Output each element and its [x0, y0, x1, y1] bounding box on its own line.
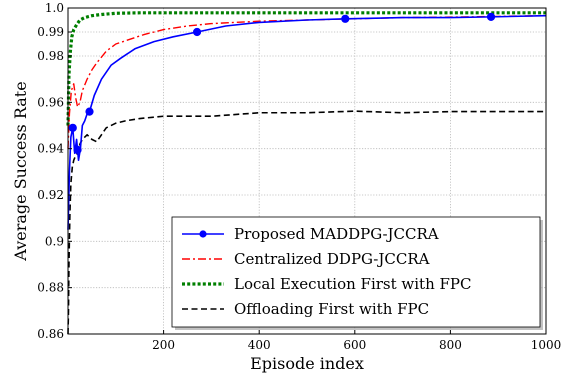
legend-label: Proposed MADDPG-JCCRA: [234, 225, 439, 243]
y-tick-label: 1.0: [45, 1, 64, 15]
series-marker: [342, 15, 349, 22]
x-axis-label: Episode index: [250, 354, 364, 373]
x-tick-label: 1000: [531, 338, 562, 352]
x-tick-label: 200: [152, 338, 175, 352]
legend-label: Centralized DDPG-JCCRA: [234, 250, 430, 268]
y-tick-label: 0.88: [37, 281, 64, 295]
series-marker: [74, 146, 81, 153]
y-tick-label: 0.86: [37, 327, 64, 341]
y-axis-label: Average Success Rate: [11, 81, 30, 261]
y-tick-label: 0.92: [37, 188, 64, 202]
legend-label: Local Execution First with FPC: [234, 275, 471, 293]
x-tick-label: 800: [439, 338, 462, 352]
legend-label: Offloading First with FPC: [234, 300, 429, 318]
legend-marker: [199, 230, 206, 237]
y-tick-label: 0.96: [37, 95, 64, 109]
series-marker: [69, 124, 76, 131]
y-tick-label: 0.94: [37, 142, 64, 156]
x-tick-label: 400: [248, 338, 271, 352]
series-line-1: [68, 16, 546, 149]
y-tick-label: 0.99: [37, 25, 64, 39]
series-marker: [193, 28, 200, 35]
y-tick-label: 0.98: [37, 49, 64, 63]
series-line-0: [68, 16, 546, 230]
series-line-2: [68, 13, 546, 126]
legend: Proposed MADDPG-JCCRA Centralized DDPG-JC…: [172, 217, 543, 330]
series-marker: [86, 108, 93, 115]
y-tick-label: 0.9: [45, 234, 64, 248]
series-marker: [487, 13, 494, 20]
x-tick-label: 600: [343, 338, 366, 352]
